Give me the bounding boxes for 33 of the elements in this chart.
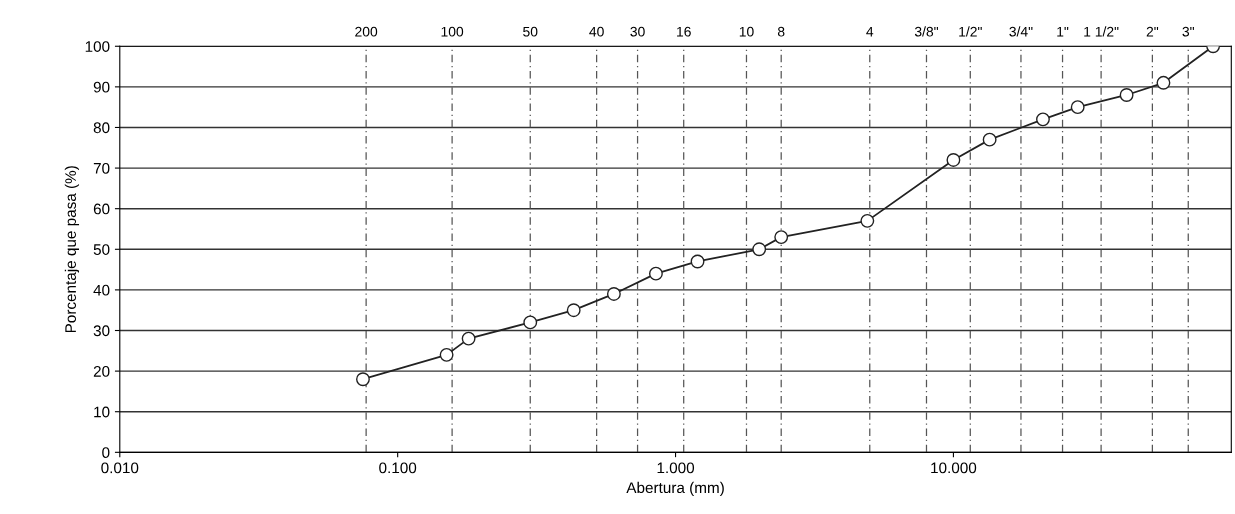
y-tick-label: 60 <box>93 203 110 215</box>
annotation: 3/8" <box>914 26 939 37</box>
y-tick-label: 90 <box>93 81 110 93</box>
annotation: 40 <box>589 26 604 37</box>
y-tick-label: 0 <box>102 447 110 459</box>
annotation: 100 <box>441 26 464 37</box>
annotation: 200 <box>355 26 378 37</box>
x-tick-label: 1.000 <box>657 462 695 474</box>
annotation: 30 <box>630 26 645 37</box>
y-tick-label: 30 <box>93 325 110 337</box>
annotation: 10 <box>739 26 754 37</box>
y-tick-label: 50 <box>93 244 110 255</box>
annotation: 1/2" <box>959 26 982 37</box>
annotation: 8 <box>777 26 785 37</box>
y-tick-label: 70 <box>93 162 110 174</box>
annotation: 3" <box>1182 26 1194 37</box>
y-tick-label: 20 <box>93 365 110 377</box>
annotation: 1" <box>1057 26 1069 37</box>
annotation: 2" <box>1146 26 1159 37</box>
y-tick-label: 100 <box>85 41 110 52</box>
annotation: 1 1/2" <box>1084 26 1119 37</box>
y-tick-label: 80 <box>93 122 110 134</box>
annotation: 4 <box>866 26 874 37</box>
annotation: 3/4" <box>1009 26 1033 37</box>
annotation: 50 <box>523 26 538 37</box>
annotation: 16 <box>677 26 691 37</box>
y-axis-title: Porcentaje que pasa (%) <box>64 166 80 333</box>
x-tick-label: 0.100 <box>379 462 417 474</box>
x-tick-label: 0.010 <box>101 462 139 474</box>
x-axis-title: Abertura (mm) <box>626 481 724 497</box>
y-tick-label: 10 <box>94 406 110 418</box>
y-tick-label: 40 <box>93 284 110 296</box>
x-tick-label: 10.000 <box>931 462 977 474</box>
